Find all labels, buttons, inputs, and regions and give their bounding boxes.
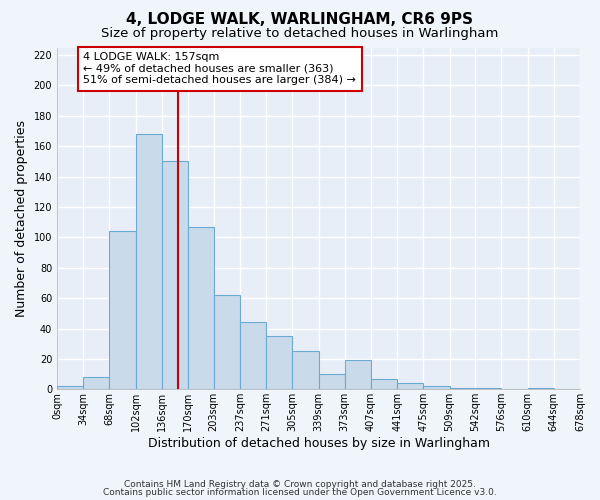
Bar	[109, 232, 136, 390]
Bar	[83, 377, 109, 390]
Text: Contains HM Land Registry data © Crown copyright and database right 2025.: Contains HM Land Registry data © Crown c…	[124, 480, 476, 489]
X-axis label: Distribution of detached houses by size in Warlingham: Distribution of detached houses by size …	[148, 437, 490, 450]
Bar	[527, 388, 554, 390]
Text: Size of property relative to detached houses in Warlingham: Size of property relative to detached ho…	[101, 28, 499, 40]
Bar	[345, 360, 371, 390]
Y-axis label: Number of detached properties: Number of detached properties	[15, 120, 28, 317]
Text: Contains public sector information licensed under the Open Government Licence v3: Contains public sector information licen…	[103, 488, 497, 497]
Bar	[57, 386, 83, 390]
Text: 4, LODGE WALK, WARLINGHAM, CR6 9PS: 4, LODGE WALK, WARLINGHAM, CR6 9PS	[127, 12, 473, 28]
Bar	[162, 162, 188, 390]
Bar	[449, 388, 475, 390]
Bar	[240, 322, 266, 390]
Bar	[424, 386, 449, 390]
Bar	[214, 295, 240, 390]
Bar	[136, 134, 162, 390]
Bar	[371, 378, 397, 390]
Bar	[397, 383, 424, 390]
Bar	[266, 336, 292, 390]
Bar	[188, 227, 214, 390]
Text: 4 LODGE WALK: 157sqm
← 49% of detached houses are smaller (363)
51% of semi-deta: 4 LODGE WALK: 157sqm ← 49% of detached h…	[83, 52, 356, 86]
Bar	[475, 388, 502, 390]
Bar	[319, 374, 345, 390]
Bar	[292, 352, 319, 390]
